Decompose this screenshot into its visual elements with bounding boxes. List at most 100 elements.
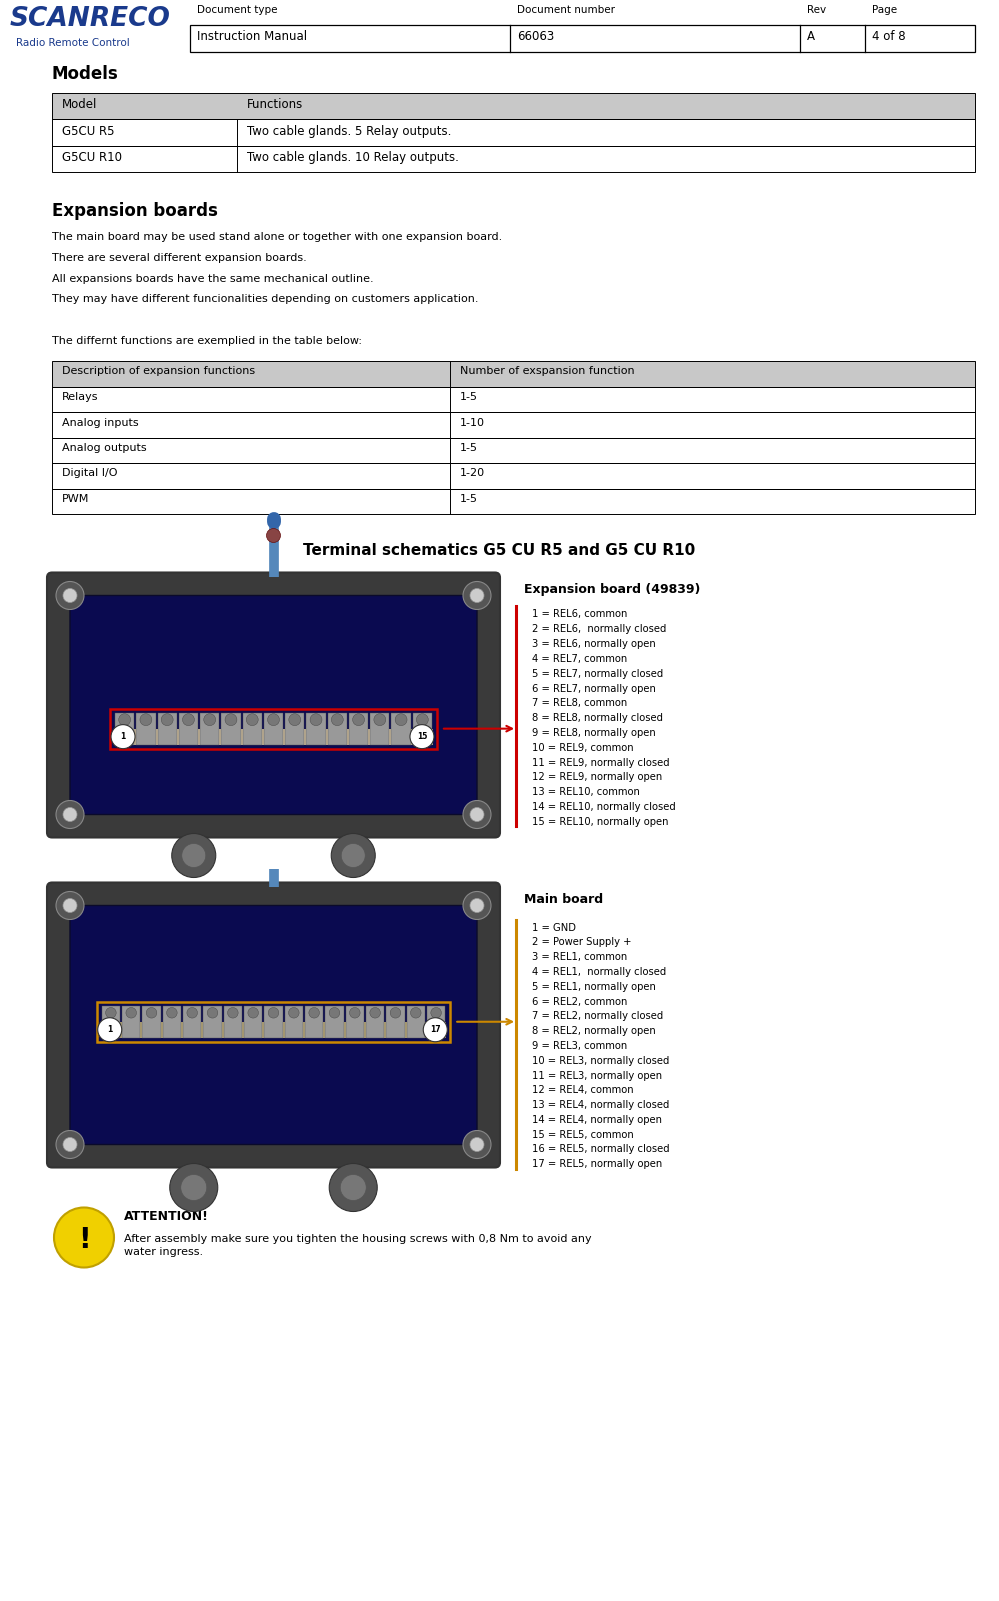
Bar xyxy=(407,1005,425,1037)
Text: 17 = REL5, normally open: 17 = REL5, normally open xyxy=(532,1159,662,1169)
Text: Model: Model xyxy=(62,98,97,110)
Circle shape xyxy=(463,892,491,919)
Text: Two cable glands. 5 Relay outputs.: Two cable glands. 5 Relay outputs. xyxy=(247,125,452,138)
Text: 12 = REL4, common: 12 = REL4, common xyxy=(532,1085,633,1095)
Text: ATTENTION!: ATTENTION! xyxy=(124,1209,209,1223)
Text: PWM: PWM xyxy=(62,495,89,504)
Text: Number of exspansion function: Number of exspansion function xyxy=(460,367,634,376)
Text: 11 = REL3, normally open: 11 = REL3, normally open xyxy=(532,1071,662,1081)
Circle shape xyxy=(470,898,484,913)
Bar xyxy=(328,712,347,744)
Bar xyxy=(163,1005,181,1037)
Circle shape xyxy=(470,807,484,821)
Bar xyxy=(305,1005,324,1037)
Bar xyxy=(52,120,975,146)
Circle shape xyxy=(207,1007,218,1018)
Bar xyxy=(122,1005,141,1037)
Bar xyxy=(143,1005,161,1037)
Bar xyxy=(427,1005,446,1037)
Text: 13 = REL10, common: 13 = REL10, common xyxy=(532,788,640,797)
Circle shape xyxy=(140,714,152,725)
Text: Models: Models xyxy=(52,66,119,83)
Text: 8 = REL2, normally open: 8 = REL2, normally open xyxy=(532,1026,655,1036)
Text: Analog outputs: Analog outputs xyxy=(62,443,147,453)
Circle shape xyxy=(268,714,280,725)
Text: 9 = REL3, common: 9 = REL3, common xyxy=(532,1041,627,1050)
Text: Two cable glands. 10 Relay outputs.: Two cable glands. 10 Relay outputs. xyxy=(247,150,459,163)
Text: 15 = REL5, common: 15 = REL5, common xyxy=(532,1130,633,1140)
Circle shape xyxy=(63,589,77,602)
Text: 15 = REL10, normally open: 15 = REL10, normally open xyxy=(532,817,668,826)
Text: 13 = REL4, normally closed: 13 = REL4, normally closed xyxy=(532,1100,669,1109)
Circle shape xyxy=(431,1007,442,1018)
Text: 1: 1 xyxy=(121,732,126,741)
Circle shape xyxy=(98,1018,122,1042)
Circle shape xyxy=(161,714,173,725)
Text: 3 = REL6, normally open: 3 = REL6, normally open xyxy=(532,639,655,648)
Text: 1-5: 1-5 xyxy=(460,495,478,504)
Circle shape xyxy=(424,1018,448,1042)
Bar xyxy=(204,1005,222,1037)
Circle shape xyxy=(463,1130,491,1159)
Bar xyxy=(52,439,975,464)
Circle shape xyxy=(146,1007,157,1018)
Text: 6 = REL2, common: 6 = REL2, common xyxy=(532,996,627,1007)
Circle shape xyxy=(106,1007,116,1018)
Text: The main board may be used stand alone or together with one expansion board.: The main board may be used stand alone o… xyxy=(52,232,502,242)
Bar xyxy=(387,1005,405,1037)
Bar xyxy=(101,1021,447,1037)
Text: All expansions boards have the same mechanical outline.: All expansions boards have the same mech… xyxy=(52,274,374,283)
Text: The differnt functions are exemplied in the table below:: The differnt functions are exemplied in … xyxy=(52,336,362,346)
Circle shape xyxy=(417,714,429,725)
Bar xyxy=(349,712,369,744)
Text: Page: Page xyxy=(872,5,897,14)
Text: !: ! xyxy=(78,1225,90,1254)
FancyBboxPatch shape xyxy=(47,882,500,1167)
Text: 1-5: 1-5 xyxy=(460,392,478,402)
Text: Expansion boards: Expansion boards xyxy=(52,202,218,221)
Circle shape xyxy=(410,725,434,749)
Circle shape xyxy=(63,898,77,913)
Circle shape xyxy=(126,1007,137,1018)
Bar xyxy=(285,1005,303,1037)
Circle shape xyxy=(182,844,206,868)
Text: Digital I/O: Digital I/O xyxy=(62,469,118,479)
Text: Instruction Manual: Instruction Manual xyxy=(197,30,307,43)
Circle shape xyxy=(330,1007,340,1018)
Text: 1 = GND: 1 = GND xyxy=(532,922,576,932)
Text: 1-20: 1-20 xyxy=(460,469,486,479)
Text: 1: 1 xyxy=(107,1025,112,1034)
Text: 3 = REL1, common: 3 = REL1, common xyxy=(532,953,627,962)
Circle shape xyxy=(463,581,491,610)
Text: 9 = REL8, normally open: 9 = REL8, normally open xyxy=(532,728,655,738)
Text: Relays: Relays xyxy=(62,392,99,402)
FancyBboxPatch shape xyxy=(70,906,477,1145)
Bar xyxy=(110,709,437,749)
Circle shape xyxy=(170,1164,218,1212)
Circle shape xyxy=(353,714,365,725)
Text: 4 = REL7, common: 4 = REL7, common xyxy=(532,653,627,664)
Bar xyxy=(265,1005,283,1037)
Bar xyxy=(52,413,975,439)
Circle shape xyxy=(374,714,386,725)
Circle shape xyxy=(63,807,77,821)
Text: 1-10: 1-10 xyxy=(460,418,485,427)
Bar xyxy=(243,712,262,744)
Circle shape xyxy=(330,1164,378,1212)
Bar xyxy=(102,1005,120,1037)
Text: 7 = REL8, common: 7 = REL8, common xyxy=(532,698,627,708)
Text: 5 = REL7, normally closed: 5 = REL7, normally closed xyxy=(532,669,663,679)
Circle shape xyxy=(370,1007,381,1018)
FancyBboxPatch shape xyxy=(70,596,477,815)
Text: 4 of 8: 4 of 8 xyxy=(872,30,906,43)
Text: Description of expansion functions: Description of expansion functions xyxy=(62,367,255,376)
Circle shape xyxy=(289,1007,299,1018)
Circle shape xyxy=(341,1175,367,1201)
Circle shape xyxy=(411,1007,421,1018)
Text: 1 = REL6, common: 1 = REL6, common xyxy=(532,610,627,620)
Text: 12 = REL9, normally open: 12 = REL9, normally open xyxy=(532,772,662,783)
Bar xyxy=(52,464,975,488)
Text: 16 = REL5, normally closed: 16 = REL5, normally closed xyxy=(532,1145,669,1154)
Text: 66063: 66063 xyxy=(517,30,554,43)
Bar xyxy=(222,712,241,744)
